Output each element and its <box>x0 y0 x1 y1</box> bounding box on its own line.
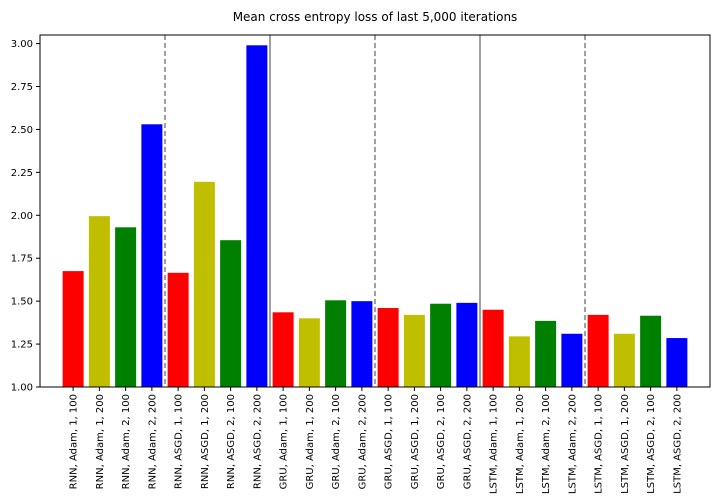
chart-title: Mean cross entropy loss of last 5,000 it… <box>233 10 518 24</box>
x-tick-label-6: RNN, ASGD, 1, 200 <box>200 394 211 489</box>
bar-3 <box>115 227 137 387</box>
bar-10 <box>298 318 320 387</box>
bar-15 <box>430 303 452 387</box>
x-tick-label-3: RNN, Adam, 2, 100 <box>121 394 132 489</box>
bar-17 <box>482 309 504 387</box>
x-tick-label-21: LSTM, ASGD, 1, 100 <box>594 394 605 494</box>
y-tick-label-8: 2.75 <box>11 82 33 93</box>
x-tick-label-13: GRU, ASGD, 1, 100 <box>384 394 395 489</box>
x-tick-label-19: LSTM, Adam, 2, 100 <box>541 394 552 494</box>
x-tick-label-17: LSTM, Adam, 1, 100 <box>489 394 500 494</box>
bar-20 <box>561 333 583 387</box>
y-tick-label-5: 2.00 <box>11 211 33 222</box>
x-tick-label-11: GRU, Adam, 2, 100 <box>331 394 342 489</box>
x-tick-label-22: LSTM, ASGD, 1, 200 <box>620 394 631 494</box>
bar-11 <box>325 300 347 387</box>
bar-16 <box>456 302 478 387</box>
bar-14 <box>403 314 425 387</box>
bar-8 <box>246 45 268 388</box>
x-tick-label-2: RNN, Adam, 1, 200 <box>95 394 106 489</box>
bar-1 <box>62 271 84 387</box>
bar-18 <box>508 336 530 387</box>
bar-12 <box>351 301 373 387</box>
x-tick-label-7: RNN, ASGD, 2, 100 <box>226 394 237 489</box>
bar-2 <box>88 216 110 387</box>
x-tick-label-16: GRU, ASGD, 2, 200 <box>462 394 473 489</box>
x-tick-label-12: GRU, Adam, 2, 200 <box>357 394 368 489</box>
x-tick-label-1: RNN, Adam, 1, 100 <box>69 394 80 489</box>
bar-13 <box>377 308 399 387</box>
x-tick-label-15: GRU, ASGD, 2, 100 <box>436 394 447 489</box>
bar-24 <box>666 338 688 387</box>
y-tick-label-2: 1.25 <box>11 340 33 351</box>
x-tick-label-20: LSTM, Adam, 2, 200 <box>567 394 578 494</box>
y-tick-label-4: 1.75 <box>11 254 33 265</box>
x-tick-label-23: LSTM, ASGD, 2, 100 <box>646 394 657 494</box>
x-tick-label-24: LSTM, ASGD, 2, 200 <box>672 394 683 494</box>
x-tick-label-8: RNN, ASGD, 2, 200 <box>252 394 263 489</box>
y-tick-label-6: 2.25 <box>11 168 33 179</box>
bar-19 <box>535 320 557 387</box>
x-tick-label-14: GRU, ASGD, 1, 200 <box>410 394 421 489</box>
x-tick-label-18: LSTM, Adam, 1, 200 <box>515 394 526 494</box>
bar-6 <box>193 181 215 387</box>
y-tick-label-3: 1.50 <box>11 297 33 308</box>
bar-4 <box>141 124 163 387</box>
bar-21 <box>587 314 609 387</box>
x-tick-label-9: GRU, Adam, 1, 100 <box>279 394 290 489</box>
bar-7 <box>220 240 242 387</box>
plot-area: 1.00 1.25 1.50 1.75 2.00 2.25 2.50 2.75 3.00 RNN,… <box>11 34 711 494</box>
x-tick-label-5: RNN, ASGD, 1, 100 <box>174 394 185 489</box>
bar-23 <box>640 315 662 387</box>
bar-22 <box>613 333 635 387</box>
y-tick-label-7: 2.50 <box>11 125 33 136</box>
bar-9 <box>272 312 294 387</box>
plot-frame <box>39 34 711 388</box>
x-tick-label-10: GRU, Adam, 1, 200 <box>305 394 316 489</box>
bar-5 <box>167 272 189 387</box>
y-tick-label-9: 3.00 <box>11 39 33 50</box>
y-tick-label-1: 1.00 <box>11 383 33 394</box>
x-tick-label-4: RNN, Adam, 2, 200 <box>147 394 158 489</box>
